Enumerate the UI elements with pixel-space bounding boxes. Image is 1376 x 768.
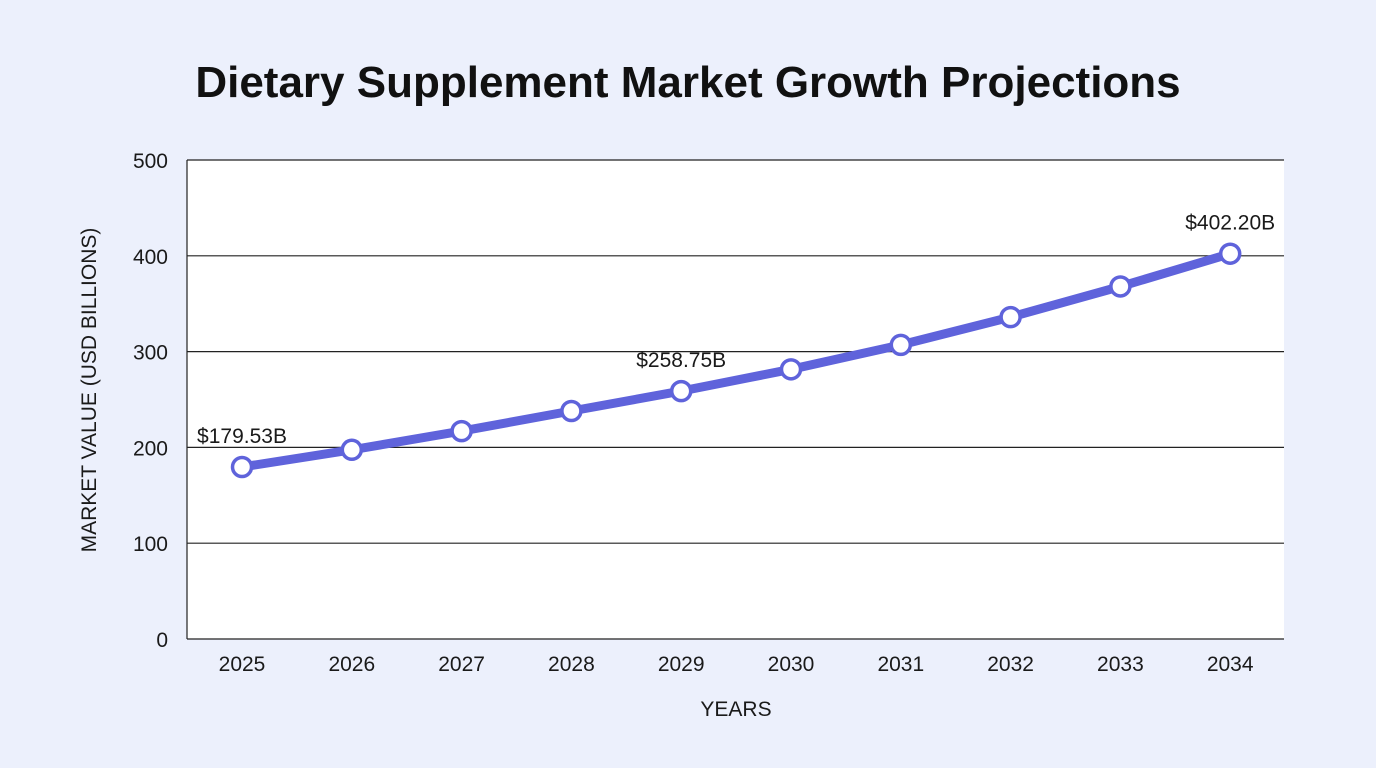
series-line (237, 249, 1235, 472)
x-tick-label: 2032 (987, 653, 1034, 676)
data-label: $258.75B (636, 349, 726, 372)
data-point (1109, 275, 1132, 298)
x-tick-label: 2028 (548, 653, 595, 676)
y-axis-ticks: 0 100 200 300 400 500 (133, 150, 168, 652)
x-tick-label: 2031 (877, 653, 924, 676)
chart-title: Dietary Supplement Market Growth Project… (195, 58, 1181, 107)
x-tick-label: 2030 (768, 653, 815, 676)
data-point (560, 399, 583, 423)
data-point (230, 455, 254, 479)
plot-background (187, 160, 1284, 639)
data-point (889, 333, 913, 357)
data-point (779, 358, 803, 381)
x-axis-title: YEARS (700, 698, 771, 721)
y-tick-label: 0 (156, 629, 168, 652)
x-tick-label: 2027 (438, 653, 485, 676)
data-label: $179.53B (197, 425, 287, 448)
x-tick-label: 2029 (658, 653, 705, 676)
data-label: $402.20B (1185, 212, 1275, 235)
y-tick-label: 100 (133, 533, 168, 556)
y-tick-label: 400 (133, 246, 168, 269)
x-tick-label: 2033 (1097, 653, 1144, 676)
y-tick-label: 500 (133, 150, 168, 173)
x-axis-ticks: 2025 2026 2027 2028 2029 2030 2031 2032 2033 2034 (219, 653, 1254, 676)
y-tick-label: 300 (133, 342, 168, 365)
data-point (1218, 242, 1242, 265)
data-point (669, 379, 693, 403)
data-points (230, 242, 1242, 479)
x-tick-label: 2026 (328, 653, 375, 676)
x-tick-label: 2025 (219, 653, 266, 676)
data-point (999, 305, 1022, 329)
data-point (340, 438, 364, 462)
y-axis-title: MARKET VALUE (USD BILLIONS) (78, 228, 101, 553)
y-tick-label: 200 (133, 437, 168, 460)
x-tick-label: 2034 (1207, 653, 1254, 676)
data-point (450, 419, 473, 443)
data-labels: $179.53B $258.75B $402.20B (197, 212, 1275, 448)
